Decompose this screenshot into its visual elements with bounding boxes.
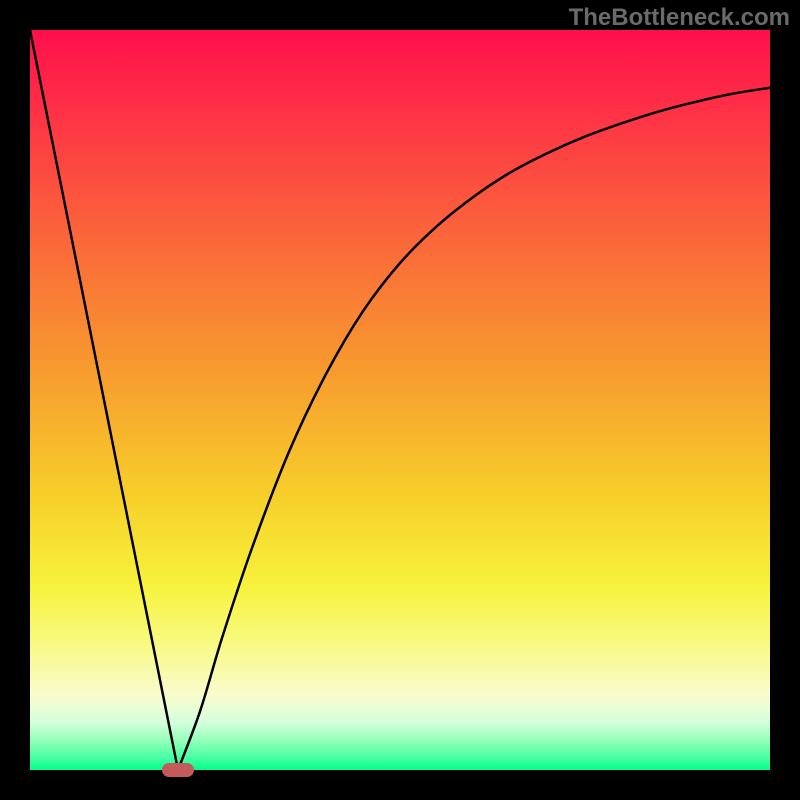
watermark-text: TheBottleneck.com	[569, 4, 790, 32]
curve-path	[30, 30, 770, 770]
minimum-marker	[162, 763, 193, 778]
plot-area	[30, 30, 770, 770]
curve-svg	[30, 30, 770, 770]
chart-container: TheBottleneck.com	[0, 0, 800, 800]
